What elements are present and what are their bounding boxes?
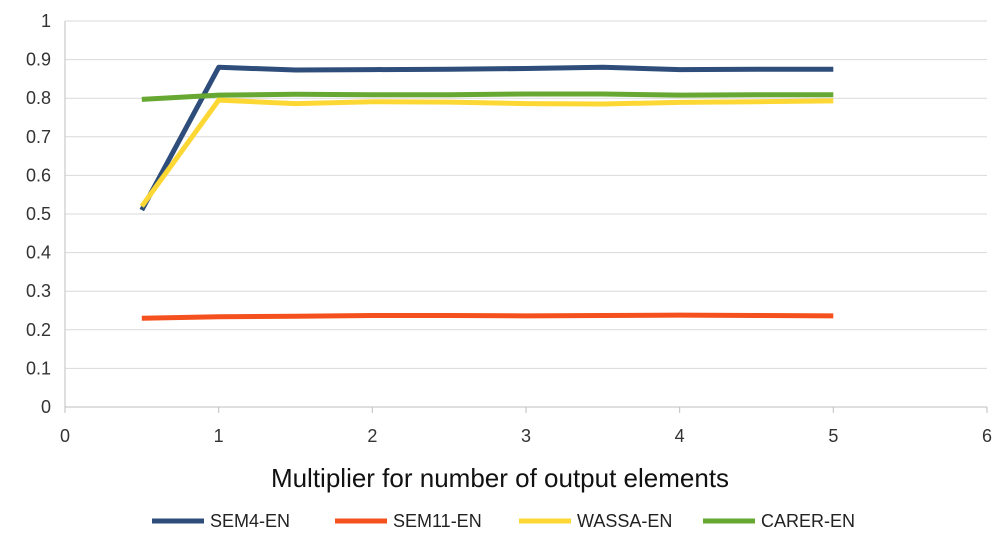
series-line-wassa-en	[139, 97, 834, 208]
x-tick-label: 1	[214, 426, 224, 446]
axes: 0 0.1 0.2 0.3 0.4 0.5 0.6 0.7 0.8 0.9 1 0 1 2 3 4 5 6	[26, 11, 992, 446]
legend: SEM4-EN SEM11-EN WASSA-EN CARER-EN	[152, 511, 855, 531]
legend-label-wassa-en: WASSA-EN	[577, 511, 672, 531]
x-tick-label: 0	[60, 426, 70, 446]
y-tick-label: 0.5	[26, 204, 51, 224]
y-tick-label: 0.2	[26, 320, 51, 340]
y-tick-label: 0.3	[26, 281, 51, 301]
x-axis-title: Multiplier for number of output elements	[271, 463, 729, 493]
y-tick-label: 1	[41, 11, 51, 31]
series-line-sem11-en	[141, 312, 834, 321]
y-tick-label: 0.9	[26, 50, 51, 70]
y-tick-label: 0.8	[26, 88, 51, 108]
x-tick-label: 6	[982, 426, 992, 446]
legend-label-sem4-en: SEM4-EN	[210, 511, 290, 531]
legend-label-carer-en: CARER-EN	[761, 511, 855, 531]
gridlines	[65, 20, 987, 369]
y-tick-label: 0.4	[26, 243, 51, 263]
x-tick-label: 2	[367, 426, 377, 446]
x-tick-label: 5	[828, 426, 838, 446]
x-tick-label: 3	[521, 426, 531, 446]
x-tick-label: 4	[675, 426, 685, 446]
series-line-sem4-en	[139, 64, 834, 212]
legend-label-sem11-en: SEM11-EN	[393, 511, 482, 531]
y-tick-label: 0.7	[26, 127, 51, 147]
y-tick-label: 0	[41, 397, 51, 417]
series-lines	[139, 64, 834, 321]
y-tick-label: 0.1	[26, 358, 51, 378]
y-tick-label: 0.6	[26, 165, 51, 185]
series-line-carer-en	[141, 91, 834, 102]
